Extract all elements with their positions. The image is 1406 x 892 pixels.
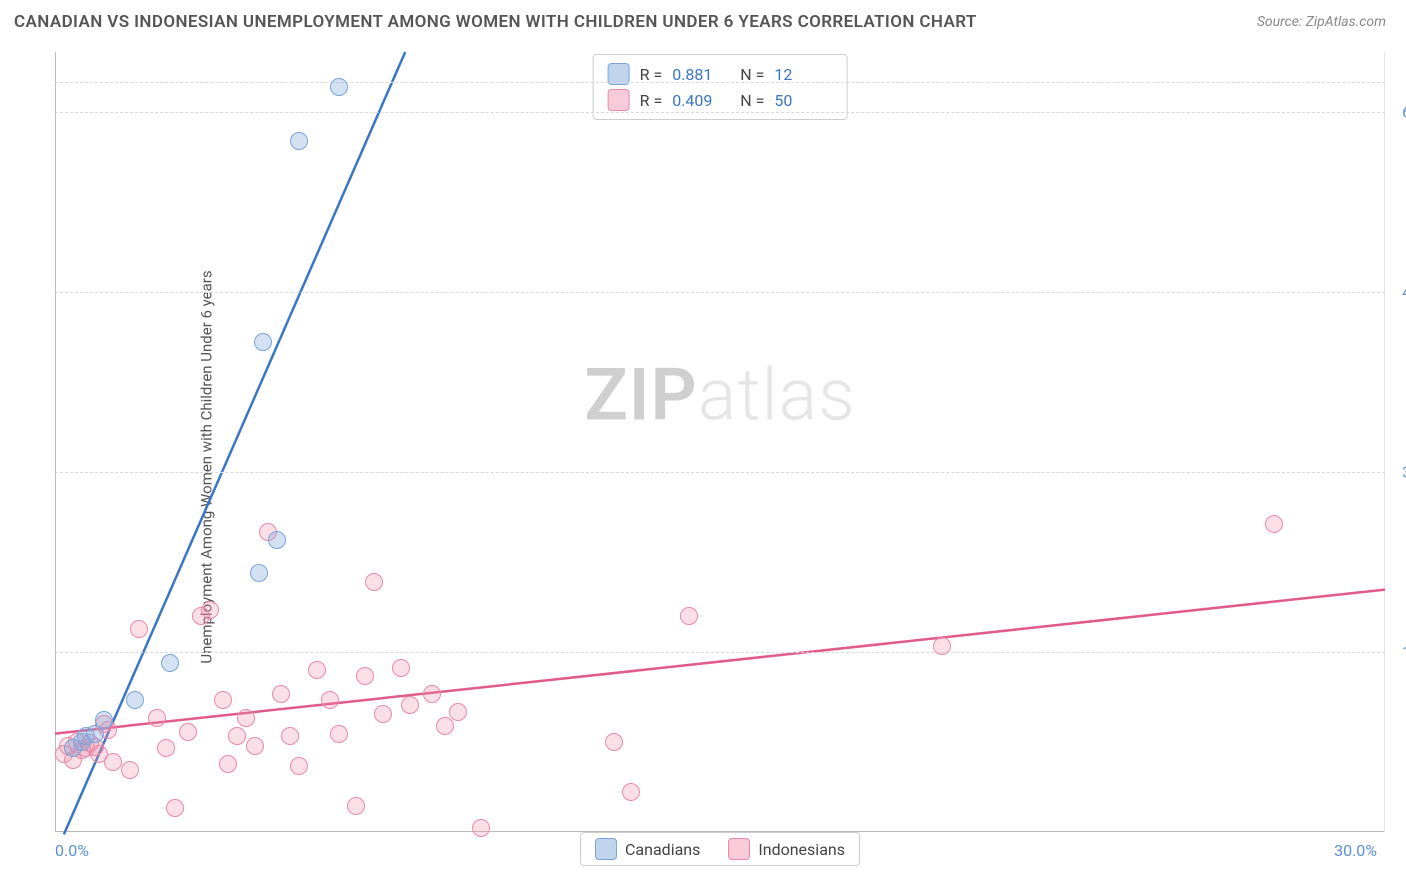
scatter-point — [104, 753, 122, 771]
chart-title: CANADIAN VS INDONESIAN UNEMPLOYMENT AMON… — [14, 12, 977, 32]
scatter-point — [308, 661, 326, 679]
scatter-point — [330, 78, 348, 96]
scatter-point — [436, 717, 454, 735]
scatter-point — [290, 757, 308, 775]
scatter-point — [250, 564, 268, 582]
legend-label: Indonesians — [758, 840, 845, 859]
scatter-point — [933, 637, 951, 655]
scatter-point — [157, 739, 175, 757]
scatter-point — [1265, 515, 1283, 533]
scatter-point — [246, 737, 264, 755]
gridline — [55, 652, 1385, 653]
y-tick-label: 30.0% — [1402, 463, 1406, 482]
y-tick-label: 45.0% — [1402, 283, 1406, 302]
scatter-point — [201, 601, 219, 619]
trend-line — [64, 52, 405, 834]
scatter-point — [148, 709, 166, 727]
scatter-point — [161, 654, 179, 672]
scatter-point — [166, 799, 184, 817]
scatter-point — [622, 783, 640, 801]
source-attribution: Source: ZipAtlas.com — [1257, 14, 1386, 30]
scatter-point — [330, 725, 348, 743]
swatch-pink — [728, 838, 750, 860]
scatter-point — [356, 667, 374, 685]
x-tick-right: 30.0% — [1334, 841, 1377, 860]
scatter-point — [392, 659, 410, 677]
legend-item-indonesians: Indonesians — [728, 838, 845, 860]
trend-line — [55, 590, 1385, 734]
scatter-point — [605, 733, 623, 751]
scatter-point — [290, 132, 308, 150]
gridline — [55, 472, 1385, 473]
scatter-point — [680, 607, 698, 625]
scatter-point — [281, 727, 299, 745]
plot-area: ZIPatlas R = 0.881 N = 12 R = 0.409 N = … — [55, 52, 1385, 832]
scatter-point — [130, 620, 148, 638]
scatter-point — [268, 531, 286, 549]
scatter-point — [272, 685, 290, 703]
scatter-point — [472, 819, 490, 837]
scatter-point — [347, 797, 365, 815]
gridline — [55, 112, 1385, 113]
scatter-point — [449, 703, 467, 721]
gridline — [55, 82, 1385, 83]
scatter-point — [423, 685, 441, 703]
scatter-point — [95, 711, 113, 729]
gridline — [55, 292, 1385, 293]
legend-item-canadians: Canadians — [595, 838, 700, 860]
series-legend: Canadians Indonesians — [580, 832, 860, 866]
y-tick-label: 60.0% — [1402, 103, 1406, 122]
y-tick-label: 15.0% — [1402, 643, 1406, 662]
x-tick-left: 0.0% — [55, 841, 89, 860]
scatter-point — [121, 761, 139, 779]
scatter-point — [374, 705, 392, 723]
scatter-point — [237, 709, 255, 727]
scatter-point — [214, 691, 232, 709]
scatter-point — [126, 691, 144, 709]
swatch-blue — [595, 838, 617, 860]
scatter-point — [219, 755, 237, 773]
scatter-point — [179, 723, 197, 741]
scatter-point — [401, 696, 419, 714]
svg-layer — [55, 52, 1385, 832]
scatter-point — [254, 333, 272, 351]
legend-label: Canadians — [625, 840, 700, 859]
scatter-point — [228, 727, 246, 745]
chart-container: Unemployment Among Women with Children U… — [0, 42, 1406, 892]
scatter-point — [321, 691, 339, 709]
scatter-point — [365, 573, 383, 591]
